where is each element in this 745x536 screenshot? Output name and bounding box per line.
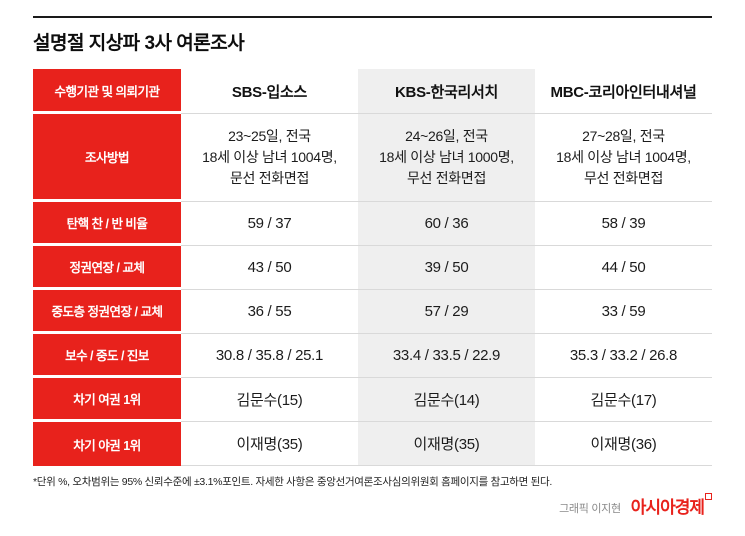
data-cell: 이재명(36) bbox=[535, 422, 712, 466]
data-cell: 33.4 / 33.5 / 22.9 bbox=[358, 334, 535, 378]
table-row-opposition-top: 차기 야권 1위 이재명(35) 이재명(35) 이재명(36) bbox=[33, 422, 712, 466]
credit-line: 그래픽 이지현 아시아경제 bbox=[559, 493, 712, 518]
data-cell: 59 / 37 bbox=[181, 202, 358, 246]
data-cell: 39 / 50 bbox=[358, 246, 535, 290]
graphic-credit: 그래픽 이지현 bbox=[559, 503, 621, 515]
table-row-impeach: 탄핵 찬 / 반 비율 59 / 37 60 / 36 58 / 39 bbox=[33, 202, 712, 246]
table-row-moderates: 중도층 정권연장 / 교체 36 / 55 57 / 29 33 / 59 bbox=[33, 290, 712, 334]
data-cell: 24~26일, 전국 18세 이상 남녀 1000명, 무선 전화면접 bbox=[358, 114, 535, 202]
data-cell: 43 / 50 bbox=[181, 246, 358, 290]
row-label: 보수 / 중도 / 진보 bbox=[33, 334, 181, 378]
top-divider bbox=[33, 16, 712, 18]
data-cell: 이재명(35) bbox=[181, 422, 358, 466]
asiae-logo: 아시아경제 bbox=[631, 493, 712, 518]
table-row-regime: 정권연장 / 교체 43 / 50 39 / 50 44 / 50 bbox=[33, 246, 712, 290]
row-label: 조사방법 bbox=[33, 114, 181, 202]
data-cell: 이재명(35) bbox=[358, 422, 535, 466]
data-cell: 23~25일, 전국 18세 이상 남녀 1004명, 문선 전화면접 bbox=[181, 114, 358, 202]
corner-cell: 수행기관 및 의뢰기관 bbox=[33, 69, 181, 114]
table-row-method: 조사방법 23~25일, 전국 18세 이상 남녀 1004명, 문선 전화면접… bbox=[33, 114, 712, 202]
footnote: *단위 %, 오차범위는 95% 신뢰수준에 ±3.1%포인트. 자세한 사항은… bbox=[33, 476, 552, 488]
row-label: 중도층 정권연장 / 교체 bbox=[33, 290, 181, 334]
data-cell: 57 / 29 bbox=[358, 290, 535, 334]
asiae-logo-mark bbox=[705, 493, 712, 500]
data-cell: 27~28일, 전국 18세 이상 남녀 1004명, 무선 전화면접 bbox=[535, 114, 712, 202]
data-cell: 36 / 55 bbox=[181, 290, 358, 334]
row-label: 정권연장 / 교체 bbox=[33, 246, 181, 290]
infographic: 설명절 지상파 3사 여론조사 수행기관 및 의뢰기관 SBS-입소스 KBS-… bbox=[33, 16, 712, 488]
column-header-mbc: MBC-코리아인터내셔널 bbox=[535, 69, 712, 114]
data-cell: 44 / 50 bbox=[535, 246, 712, 290]
row-label: 탄핵 찬 / 반 비율 bbox=[33, 202, 181, 246]
page-title: 설명절 지상파 3사 여론조사 bbox=[33, 33, 245, 54]
table-header-row: 수행기관 및 의뢰기관 SBS-입소스 KBS-한국리서치 MBC-코리아인터내… bbox=[33, 69, 712, 114]
table-row-ruling-top: 차기 여권 1위 김문수(15) 김문수(14) 김문수(17) bbox=[33, 378, 712, 422]
data-cell: 30.8 / 35.8 / 25.1 bbox=[181, 334, 358, 378]
data-cell: 60 / 36 bbox=[358, 202, 535, 246]
data-cell: 김문수(17) bbox=[535, 378, 712, 422]
row-label: 차기 여권 1위 bbox=[33, 378, 181, 422]
row-label: 차기 야권 1위 bbox=[33, 422, 181, 466]
poll-table: 수행기관 및 의뢰기관 SBS-입소스 KBS-한국리서치 MBC-코리아인터내… bbox=[33, 69, 712, 466]
data-cell: 33 / 59 bbox=[535, 290, 712, 334]
asiae-logo-text: 아시아경제 bbox=[630, 498, 705, 517]
column-header-sbs: SBS-입소스 bbox=[181, 69, 358, 114]
column-header-kbs: KBS-한국리서치 bbox=[358, 69, 535, 114]
data-cell: 김문수(14) bbox=[358, 378, 535, 422]
data-cell: 58 / 39 bbox=[535, 202, 712, 246]
table-row-ideology: 보수 / 중도 / 진보 30.8 / 35.8 / 25.1 33.4 / 3… bbox=[33, 334, 712, 378]
data-cell: 김문수(15) bbox=[181, 378, 358, 422]
data-cell: 35.3 / 33.2 / 26.8 bbox=[535, 334, 712, 378]
